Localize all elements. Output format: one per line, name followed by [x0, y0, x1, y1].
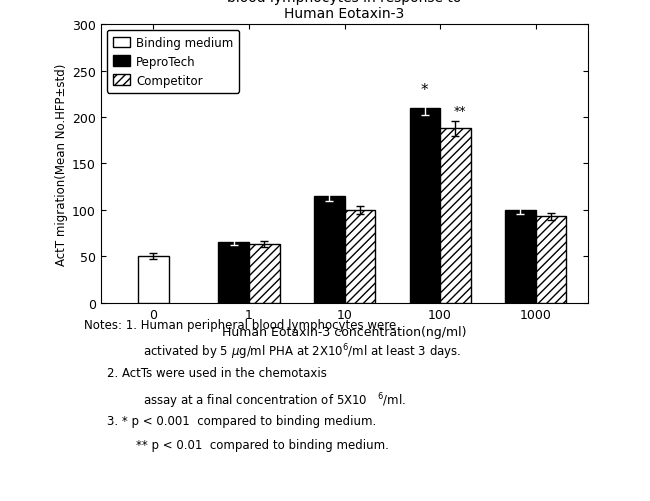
- Legend: Binding medium, PeproTech, Competitor: Binding medium, PeproTech, Competitor: [107, 31, 239, 93]
- Text: 2. ActTs were used in the chemotaxis: 2. ActTs were used in the chemotaxis: [107, 366, 327, 379]
- Title: The migration of activated human peripheral
blood lymphocytes in response to
Hum: The migration of activated human periphe…: [188, 0, 501, 21]
- Y-axis label: ActT migration(Mean No.HFP±std): ActT migration(Mean No.HFP±std): [55, 63, 68, 265]
- Bar: [138, 257, 168, 303]
- Text: activated by 5 $\mu$g/ml PHA at 2X10$^6$/ml at least 3 days.: activated by 5 $\mu$g/ml PHA at 2X10$^6$…: [143, 342, 462, 362]
- Bar: [505, 210, 536, 303]
- Bar: [440, 129, 471, 303]
- Bar: [410, 108, 440, 303]
- Bar: [536, 217, 566, 303]
- Text: Notes: 1. Human peripheral blood lymphocytes were: Notes: 1. Human peripheral blood lymphoc…: [84, 318, 396, 331]
- Text: **: **: [454, 105, 467, 118]
- Bar: [218, 243, 249, 303]
- Bar: [249, 244, 280, 303]
- Text: *: *: [421, 82, 428, 97]
- Bar: [314, 196, 344, 303]
- Text: assay at a final concentration of 5X10   $^6$/ml.: assay at a final concentration of 5X10 $…: [143, 390, 406, 410]
- Text: 3. * p < 0.001  compared to binding medium.: 3. * p < 0.001 compared to binding mediu…: [107, 414, 376, 427]
- Bar: [344, 210, 375, 303]
- Text: ** p < 0.01  compared to binding medium.: ** p < 0.01 compared to binding medium.: [136, 438, 389, 451]
- X-axis label: Human Eotaxin-3 concentration(ng/ml): Human Eotaxin-3 concentration(ng/ml): [222, 325, 467, 338]
